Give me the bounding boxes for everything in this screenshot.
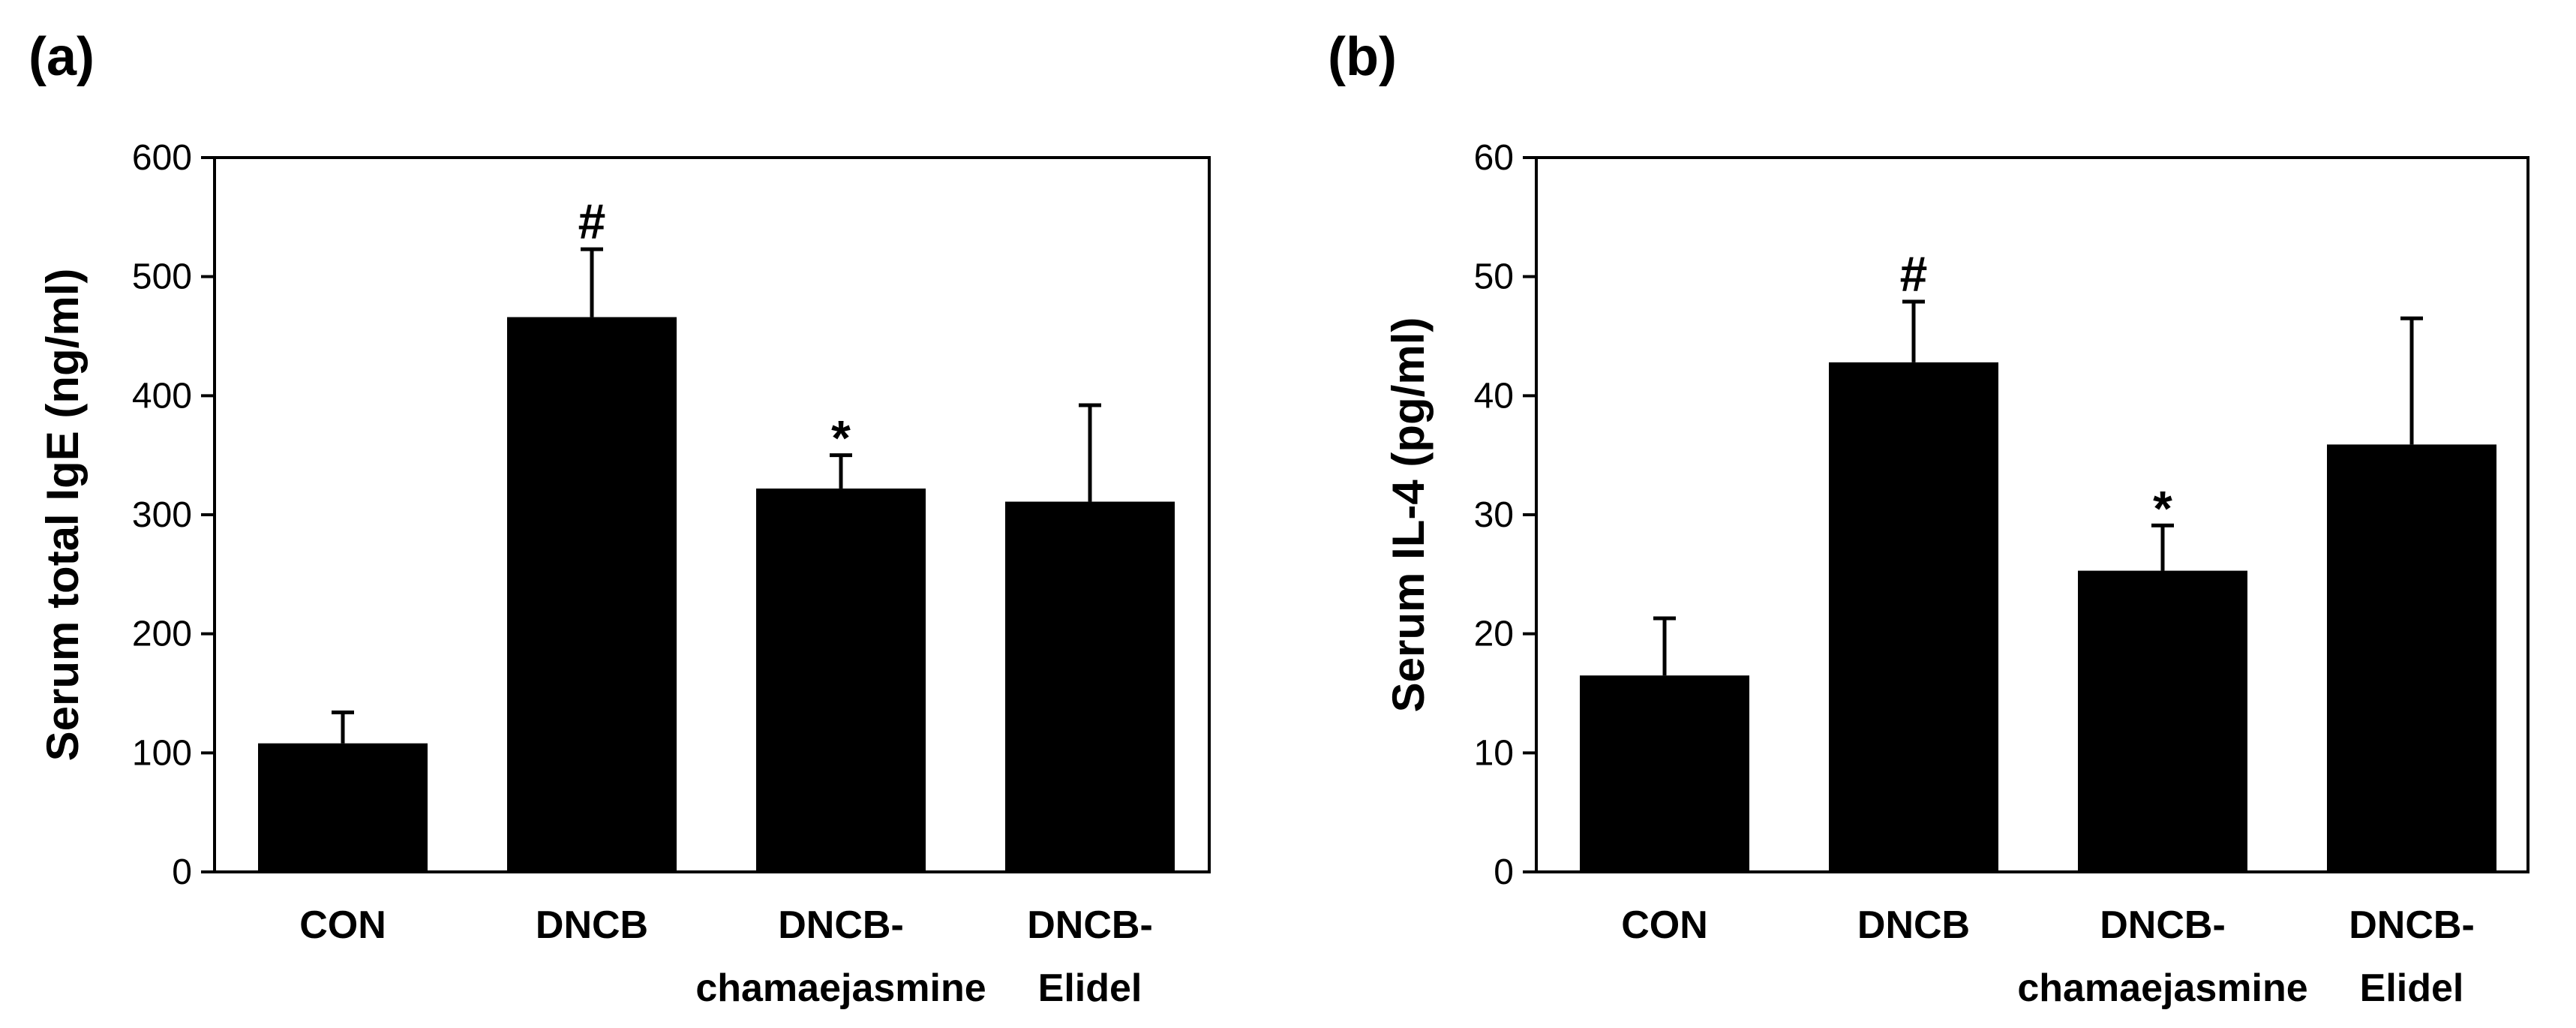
chart-panel-a: (a) 0 100 200 300 400 500 600 Serum total IgE (n… — [29, 27, 1211, 1010]
bar — [756, 488, 926, 872]
y-tick-label: 400 — [132, 376, 192, 416]
x-category-label: DNCB — [536, 903, 648, 947]
bar — [258, 743, 428, 872]
y-tick-label: 200 — [132, 615, 192, 654]
x-category-label: DNCB — [1857, 903, 1970, 947]
x-category-label: chamaejasmine — [2017, 966, 2307, 1010]
chart-panel-b: (b) 0 10 20 30 40 50 60 Serum IL-4 (pg/ml) CON # DN… — [1328, 27, 2529, 1010]
y-tick-label: 30 — [1474, 495, 1514, 535]
panel-label: (b) — [1328, 27, 1397, 87]
y-tick-label: 500 — [132, 257, 192, 297]
y-axis-title: Serum total IgE (ng/ml) — [38, 269, 88, 762]
x-category-label: DNCB- — [778, 903, 904, 947]
y-axis-title: Serum IL-4 (pg/ml) — [1383, 317, 1434, 713]
y-tick-label: 300 — [132, 495, 192, 535]
x-category-label: DNCB- — [1027, 903, 1153, 947]
x-category-label: Elidel — [1038, 966, 1142, 1010]
x-category-label: DNCB- — [2349, 903, 2475, 947]
y-tick-label: 0 — [1494, 852, 1514, 892]
bar — [2327, 444, 2496, 872]
bar — [1005, 501, 1175, 872]
bar — [1580, 675, 1749, 872]
y-tick-label: 0 — [172, 852, 192, 892]
bar — [1829, 362, 1998, 872]
panel-label: (a) — [29, 27, 95, 87]
significance-hash-marker: # — [578, 194, 606, 249]
bar — [2078, 570, 2247, 872]
significance-star-marker: * — [831, 410, 851, 466]
significance-star-marker: * — [2153, 480, 2172, 536]
x-category-label: DNCB- — [2100, 903, 2226, 947]
bar — [507, 317, 677, 872]
y-tick-label: 600 — [132, 138, 192, 178]
x-category-label: chamaejasmine — [695, 966, 986, 1010]
y-tick-label: 10 — [1474, 733, 1514, 773]
y-tick-label: 40 — [1474, 376, 1514, 416]
y-tick-label: 20 — [1474, 615, 1514, 654]
y-tick-label: 50 — [1474, 257, 1514, 297]
y-tick-label: 100 — [132, 733, 192, 773]
x-category-label: CON — [1621, 903, 1708, 947]
x-category-label: CON — [299, 903, 386, 947]
significance-hash-marker: # — [1900, 246, 1928, 302]
x-category-label: Elidel — [2360, 966, 2464, 1010]
y-tick-label: 60 — [1474, 138, 1514, 178]
